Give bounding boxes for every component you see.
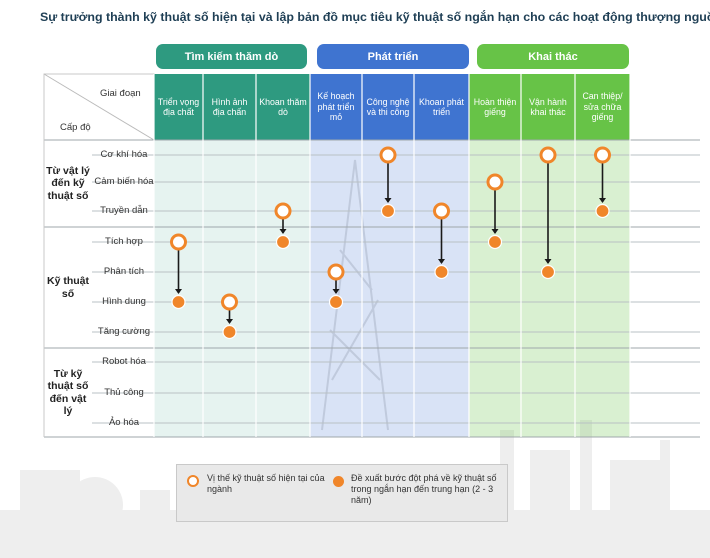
stage-label: Công nghệ và thi công (366, 96, 410, 118)
stage-label: Khoan phát triển (418, 96, 464, 118)
phase-band (310, 140, 469, 437)
current-position-marker (221, 293, 238, 311)
phase-header-develop: Phát triển (317, 44, 469, 69)
target-position-marker (328, 294, 344, 310)
target-position-marker (434, 264, 449, 280)
level-label: Cơ khí hóa (100, 149, 148, 160)
stage-label: Hình ảnh địa chấn (211, 96, 248, 118)
progression-arrowhead (384, 198, 392, 203)
level-label: Thủ công (104, 387, 144, 398)
progression-arrowhead (279, 229, 287, 234)
current-position-marker (486, 173, 504, 191)
level-group-label: Từ vật lý đến kỹ thuật số (46, 164, 90, 202)
stage-label: Triển vọng địa chất (157, 96, 200, 118)
level-label: Tích hợp (105, 236, 143, 247)
stage-label: Vận hành khai thác (529, 96, 567, 118)
target-position-marker (380, 203, 396, 219)
level-label: Tăng cường (97, 326, 151, 337)
current-position-marker (433, 202, 450, 220)
target-position-marker (487, 234, 503, 250)
stage-label: Kế hoạch phát triển mỏ (317, 91, 355, 123)
stage-header-band (310, 74, 469, 140)
stage-header-band (469, 74, 630, 140)
current-position-marker (274, 202, 292, 220)
page-title: Sự trưởng thành kỹ thuật số hiện tại và … (40, 10, 710, 24)
progression-arrowhead (599, 198, 606, 203)
progression-arrowhead (491, 229, 499, 234)
progression-arrowhead (175, 289, 182, 294)
corner-diagonal (43, 73, 155, 141)
level-label: Phân tích (103, 266, 145, 277)
phase-header-explore: Tìm kiếm thăm dò (156, 44, 307, 69)
level-label: Robot hóa (102, 356, 146, 367)
corner-phase-label: Giai đoạn (100, 88, 141, 99)
target-position-marker (222, 324, 237, 340)
current-position-marker (170, 233, 187, 251)
level-label: Hình dung (102, 296, 146, 307)
stage-label: Can thiệp/ sửa chữa giếng (582, 91, 623, 123)
current-position-ring-icon (187, 475, 199, 487)
progression-arrowhead (226, 319, 233, 324)
stage-label: Hoàn thiện giếng (473, 96, 517, 118)
legend: Vị thế kỹ thuật số hiện tại của ngành Đề… (176, 464, 508, 522)
target-position-marker (171, 294, 186, 310)
level-group-label: Từ kỹ thuật số đến vật lý (47, 367, 89, 418)
progression-arrowhead (332, 289, 340, 294)
level-label: Truyền dẫn (100, 205, 148, 216)
target-position-marker (595, 203, 610, 219)
level-label: Ảo hóa (108, 417, 140, 428)
phase-band (154, 140, 310, 437)
current-position-marker (594, 146, 611, 164)
progression-arrowhead (438, 259, 445, 264)
corner-level-label: Cấp độ (60, 122, 91, 133)
phase-header-produce: Khai thác (477, 44, 629, 69)
progression-arrowhead (544, 259, 552, 264)
current-position-marker (539, 146, 557, 164)
current-position-marker (379, 146, 397, 164)
level-group-label: Kỹ thuật số (47, 275, 89, 300)
level-label: Cảm biến hóa (94, 176, 154, 187)
target-position-dot-icon (333, 476, 344, 487)
legend-target-text: Đề xuất bước đột phá về kỹ thuật số tron… (351, 473, 497, 505)
stage-label: Khoan thăm dò (259, 96, 307, 118)
target-position-marker (540, 264, 556, 280)
legend-current-text: Vị thế kỹ thuật số hiện tại của ngành (207, 473, 325, 494)
stage-header-band (154, 74, 310, 140)
current-position-marker (327, 263, 345, 281)
target-position-marker (275, 234, 291, 250)
